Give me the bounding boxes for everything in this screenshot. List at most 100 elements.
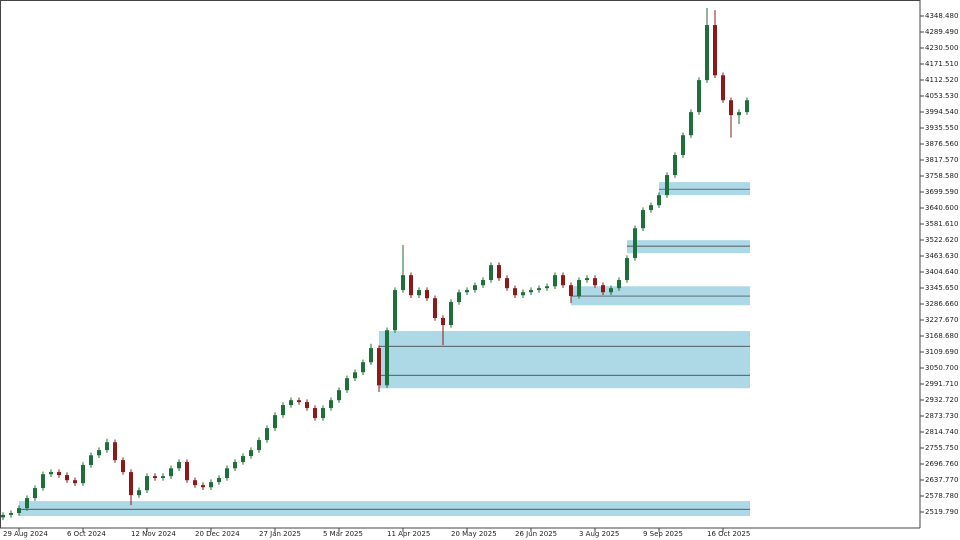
candle-body xyxy=(361,362,365,373)
candle-body xyxy=(569,285,573,297)
candle-body xyxy=(305,402,309,409)
candle-body xyxy=(41,474,45,489)
x-tick-label: 20 May 2025 xyxy=(451,530,497,538)
y-tick-label: 2873.730 xyxy=(925,412,958,420)
y-tick-label: 4230.500 xyxy=(925,44,958,52)
y-tick-label: 3640.600 xyxy=(925,204,958,212)
x-tick-label: 5 Mar 2025 xyxy=(323,530,363,538)
candle-body xyxy=(489,265,493,281)
y-tick-label: 3522.620 xyxy=(925,236,958,244)
candle-body xyxy=(617,280,621,289)
candle-body xyxy=(73,480,77,484)
candle-body xyxy=(249,450,253,457)
candle-body xyxy=(553,275,557,287)
y-tick-label: 3050.700 xyxy=(925,364,958,372)
y-tick-label: 3404.640 xyxy=(925,268,958,276)
y-tick-label: 4348.480 xyxy=(925,12,958,20)
candle-body xyxy=(721,75,725,101)
candle-body xyxy=(265,428,269,441)
x-tick-label: 6 Oct 2024 xyxy=(67,530,106,538)
candle-body xyxy=(185,462,189,481)
candle-body xyxy=(585,278,589,281)
candle-body xyxy=(129,472,133,496)
candle-body xyxy=(217,478,221,483)
candle-body xyxy=(713,25,717,76)
candle-body xyxy=(393,290,397,331)
candle-body xyxy=(321,408,325,419)
candle-body xyxy=(505,278,509,289)
zone xyxy=(659,182,750,196)
candle-body xyxy=(417,290,421,296)
x-tick-label: 27 Jan 2025 xyxy=(259,530,301,538)
candle-body xyxy=(353,372,357,379)
y-tick-label: 2696.760 xyxy=(925,460,958,468)
candle-body xyxy=(193,480,197,486)
candle-body xyxy=(105,442,109,451)
candle-body xyxy=(465,290,469,293)
y-tick-label: 2519.790 xyxy=(925,508,958,516)
y-tick-label: 3581.610 xyxy=(925,220,958,228)
x-tick-label: 11 Apr 2025 xyxy=(387,530,430,538)
candle-body xyxy=(25,498,29,509)
candle-body xyxy=(49,472,53,475)
candle-body xyxy=(673,155,677,176)
zone xyxy=(379,331,750,389)
candle-body xyxy=(113,442,117,461)
candle-body xyxy=(409,275,413,296)
candle-body xyxy=(337,390,341,401)
candle-body xyxy=(145,476,149,491)
zone xyxy=(19,501,750,517)
candle-body xyxy=(601,285,605,293)
candle-body xyxy=(153,476,157,479)
candle-body xyxy=(649,205,653,211)
candle-body xyxy=(625,258,629,281)
y-tick-label: 2991.710 xyxy=(925,380,958,388)
candle-body xyxy=(513,288,517,296)
candle-body xyxy=(281,405,285,416)
candle-body xyxy=(33,488,37,499)
candle-body xyxy=(689,112,693,136)
y-tick-label: 2578.780 xyxy=(925,492,958,500)
y-tick-label: 3227.670 xyxy=(925,316,958,324)
candle-body xyxy=(57,472,61,476)
candle-body xyxy=(257,440,261,451)
candle-body xyxy=(89,455,93,466)
y-tick-label: 3817.570 xyxy=(925,156,958,164)
candle-body xyxy=(473,285,477,291)
candle-body xyxy=(65,475,69,481)
candle-body xyxy=(273,415,277,429)
candle-body xyxy=(177,462,181,469)
candle-body xyxy=(537,288,541,291)
candle-body xyxy=(17,508,21,514)
candle-body xyxy=(345,378,349,391)
y-tick-label: 3758.580 xyxy=(925,172,958,180)
candle-body xyxy=(1,514,5,518)
candle-body xyxy=(97,450,101,456)
y-tick-label: 3935.550 xyxy=(925,124,958,132)
candle-body xyxy=(481,280,485,286)
x-tick-label: 26 Jun 2025 xyxy=(515,530,557,538)
candle-body xyxy=(729,100,733,116)
y-tick-label: 3994.540 xyxy=(925,108,958,116)
candle-body xyxy=(425,290,429,299)
candle-body xyxy=(377,348,381,386)
x-tick-label: 9 Sep 2025 xyxy=(643,530,683,538)
candle-body xyxy=(169,468,173,477)
y-tick-label: 4053.530 xyxy=(925,92,958,100)
candle-body xyxy=(665,175,669,196)
candle-body xyxy=(737,112,741,116)
x-tick-label: 16 Oct 2025 xyxy=(707,530,750,538)
y-tick-label: 4171.510 xyxy=(925,60,958,68)
candle-body xyxy=(297,400,301,403)
candle-body xyxy=(233,462,237,469)
candle-body xyxy=(121,460,125,473)
y-tick-label: 3876.560 xyxy=(925,140,958,148)
candle-body xyxy=(209,482,213,488)
candle-body xyxy=(449,302,453,326)
y-tick-label: 3109.690 xyxy=(925,348,958,356)
candles xyxy=(1,7,749,521)
candle-body xyxy=(697,80,701,113)
candle-body xyxy=(313,408,317,419)
y-tick-label: 4112.520 xyxy=(925,76,958,84)
